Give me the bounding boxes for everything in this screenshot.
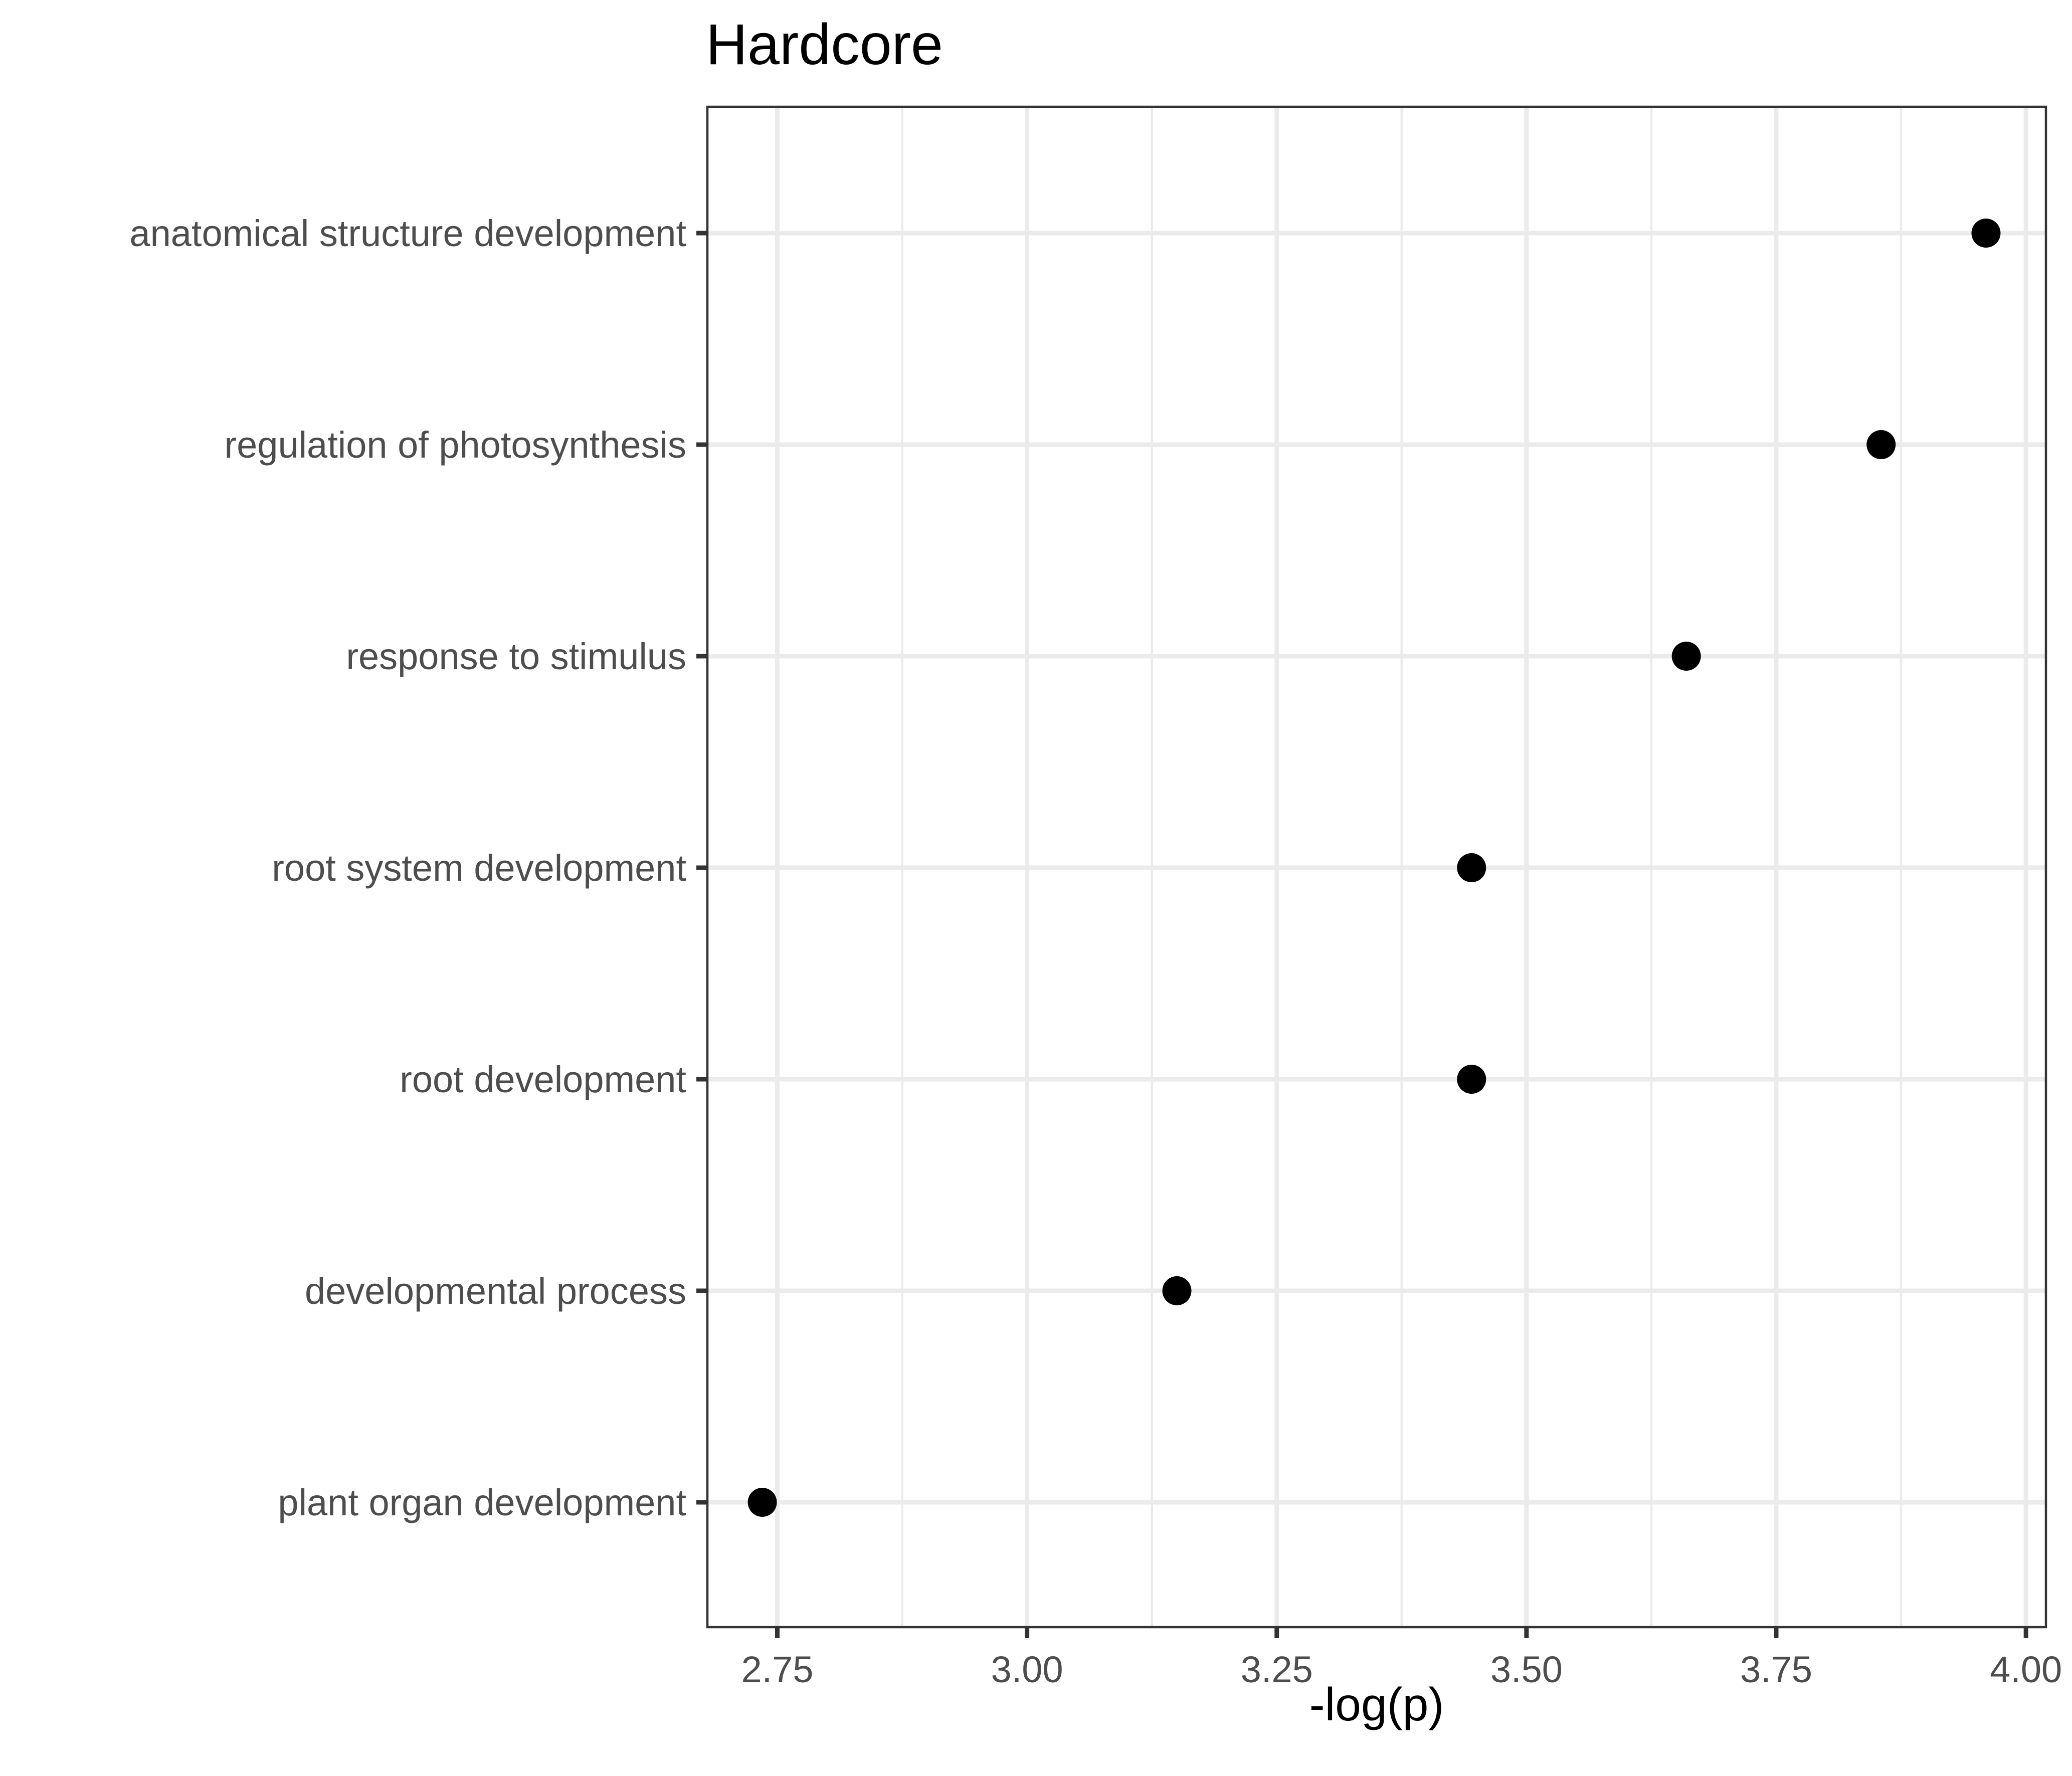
data-point	[1162, 1276, 1192, 1305]
y-tick-label: anatomical structure development	[129, 213, 686, 254]
y-tick-label: response to stimulus	[346, 636, 686, 677]
x-tick-label: 3.75	[1740, 1649, 1812, 1690]
y-tick-label: root development	[400, 1059, 686, 1100]
data-point	[747, 1488, 777, 1517]
points-layer	[747, 219, 2001, 1517]
x-tick-label: 3.25	[1241, 1649, 1313, 1690]
y-tick-label: developmental process	[305, 1270, 686, 1312]
y-tick-label: root system development	[272, 847, 686, 889]
data-point	[1457, 1065, 1486, 1094]
x-axis: 2.75 3.00 3.25 3.50 3.75 4.00	[741, 1627, 2062, 1690]
x-tick-label: 3.00	[991, 1649, 1063, 1690]
y-axis: anatomical structure development regulati…	[129, 213, 707, 1523]
data-point	[1971, 219, 2001, 248]
x-tick-label: 4.00	[1990, 1649, 2062, 1690]
grid-layer	[707, 107, 2046, 1627]
data-point	[1671, 642, 1701, 671]
x-tick-label: 2.75	[741, 1649, 813, 1690]
data-point	[1457, 853, 1486, 882]
y-tick-label: regulation of photosynthesis	[225, 424, 687, 466]
x-axis-label: -log(p)	[1309, 1678, 1444, 1730]
data-point	[1866, 430, 1896, 459]
y-tick-label: plant organ development	[278, 1482, 686, 1523]
chart-title: Hardcore	[706, 13, 943, 77]
x-tick-label: 3.50	[1490, 1649, 1563, 1690]
